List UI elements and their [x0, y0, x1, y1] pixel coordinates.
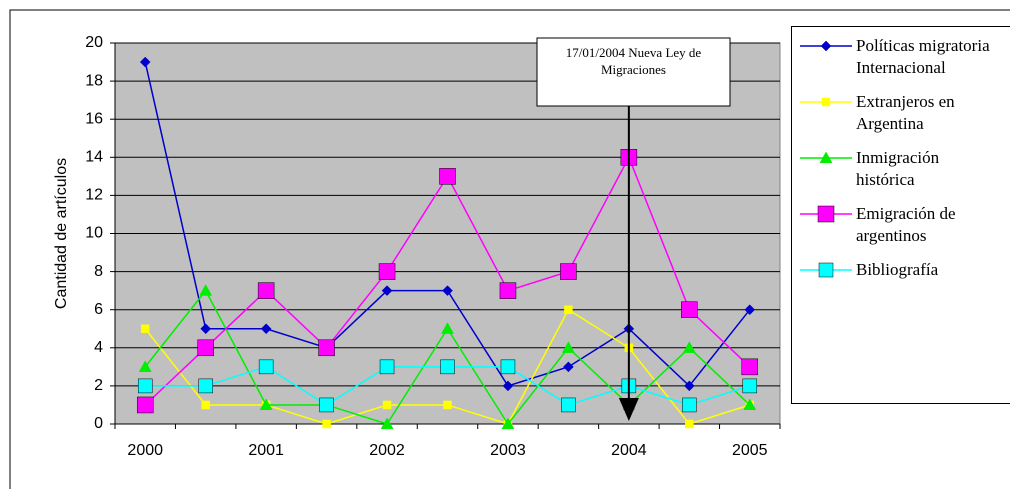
marker: [821, 97, 831, 107]
y-axis-title: Cantidad de artículos: [53, 158, 70, 309]
annotation-holder: 17/01/2004 Nueva Ley de Migraciones: [565, 45, 702, 77]
legend-label: Emigración de argentinos: [856, 204, 956, 245]
y-tick-label: 0: [94, 415, 103, 432]
marker: [818, 262, 834, 278]
marker: [137, 378, 153, 394]
legend-entry: Bibliografía: [796, 259, 1010, 281]
annotation-arrowhead: [618, 398, 639, 421]
x-tick-label: 2001: [248, 442, 284, 459]
marker: [380, 417, 394, 430]
marker: [439, 168, 456, 185]
legend-label: Políticas migratoria Internacional: [856, 36, 990, 77]
series: [136, 149, 759, 414]
y-tick-label: 12: [85, 187, 103, 204]
legend-swatch: [800, 205, 852, 223]
y-tick-label: 20: [85, 34, 103, 51]
y-tick-label: 14: [85, 149, 103, 166]
y-tick-label: 16: [85, 110, 103, 127]
marker: [138, 360, 152, 372]
y-tick-label: 2: [94, 377, 103, 394]
marker: [140, 324, 150, 333]
y-tick-label: 18: [85, 72, 103, 89]
marker: [198, 378, 213, 394]
marker: [259, 398, 273, 410]
marker: [819, 151, 833, 164]
y-tick-label: 10: [85, 225, 103, 242]
marker: [199, 284, 213, 296]
y-tick-label: 8: [94, 263, 103, 280]
marker: [683, 380, 695, 392]
legend-label: Bibliografía: [856, 260, 939, 279]
marker: [500, 359, 516, 375]
x-tick-label: 2004: [611, 442, 647, 459]
marker: [499, 282, 517, 299]
series: [137, 359, 758, 413]
marker: [382, 400, 392, 410]
x-tick-label: 2002: [369, 442, 405, 459]
marker: [322, 419, 331, 429]
marker: [379, 359, 395, 375]
marker: [681, 301, 698, 318]
marker: [817, 205, 835, 223]
legend-label: Extranjeros en Argentina: [856, 92, 955, 133]
legend-swatch: [800, 262, 852, 278]
marker: [564, 305, 573, 314]
legend-entry: Inmigración histórica: [796, 147, 1010, 191]
legend-entry: Emigración de argentinos: [796, 203, 1010, 247]
annotation-text: 17/01/2004 Nueva Ley de Migraciones: [565, 45, 702, 77]
legend-swatch: [800, 151, 852, 164]
marker: [744, 304, 756, 316]
marker: [563, 361, 574, 373]
x-tick-label: 2000: [127, 442, 163, 459]
marker: [319, 397, 334, 413]
y-tick-label: 4: [94, 339, 103, 356]
marker: [139, 56, 151, 68]
marker: [440, 359, 455, 375]
legend-swatch: [800, 97, 852, 107]
legend-swatch: [800, 40, 852, 52]
legend-entry: Extranjeros en Argentina: [796, 91, 1010, 135]
marker: [318, 339, 335, 357]
marker: [682, 341, 696, 353]
marker: [741, 358, 759, 376]
marker: [561, 341, 575, 353]
legend: Políticas migratoria Internacional Extran…: [791, 26, 1010, 404]
legend-label: Inmigración histórica: [856, 148, 940, 189]
marker: [200, 323, 212, 335]
x-tick-label: 2003: [490, 442, 526, 459]
marker: [443, 400, 452, 410]
marker: [258, 359, 274, 375]
marker: [561, 397, 576, 413]
marker: [197, 339, 214, 357]
marker: [560, 263, 577, 280]
legend-entry: Políticas migratoria Internacional: [796, 35, 1010, 79]
marker: [685, 419, 694, 429]
marker: [260, 323, 272, 335]
marker: [502, 380, 514, 392]
marker: [201, 400, 210, 410]
marker: [378, 263, 396, 280]
annotation-box: [536, 37, 731, 107]
marker: [136, 396, 154, 414]
marker: [820, 40, 832, 52]
x-tick-label: 2005: [732, 442, 768, 459]
marker: [381, 285, 393, 297]
marker: [501, 417, 515, 430]
y-tick-label: 6: [94, 301, 103, 318]
marker: [682, 397, 697, 413]
marker: [442, 285, 453, 297]
marker: [742, 378, 758, 394]
marker: [743, 398, 757, 410]
marker: [441, 322, 454, 334]
marker: [257, 282, 275, 299]
